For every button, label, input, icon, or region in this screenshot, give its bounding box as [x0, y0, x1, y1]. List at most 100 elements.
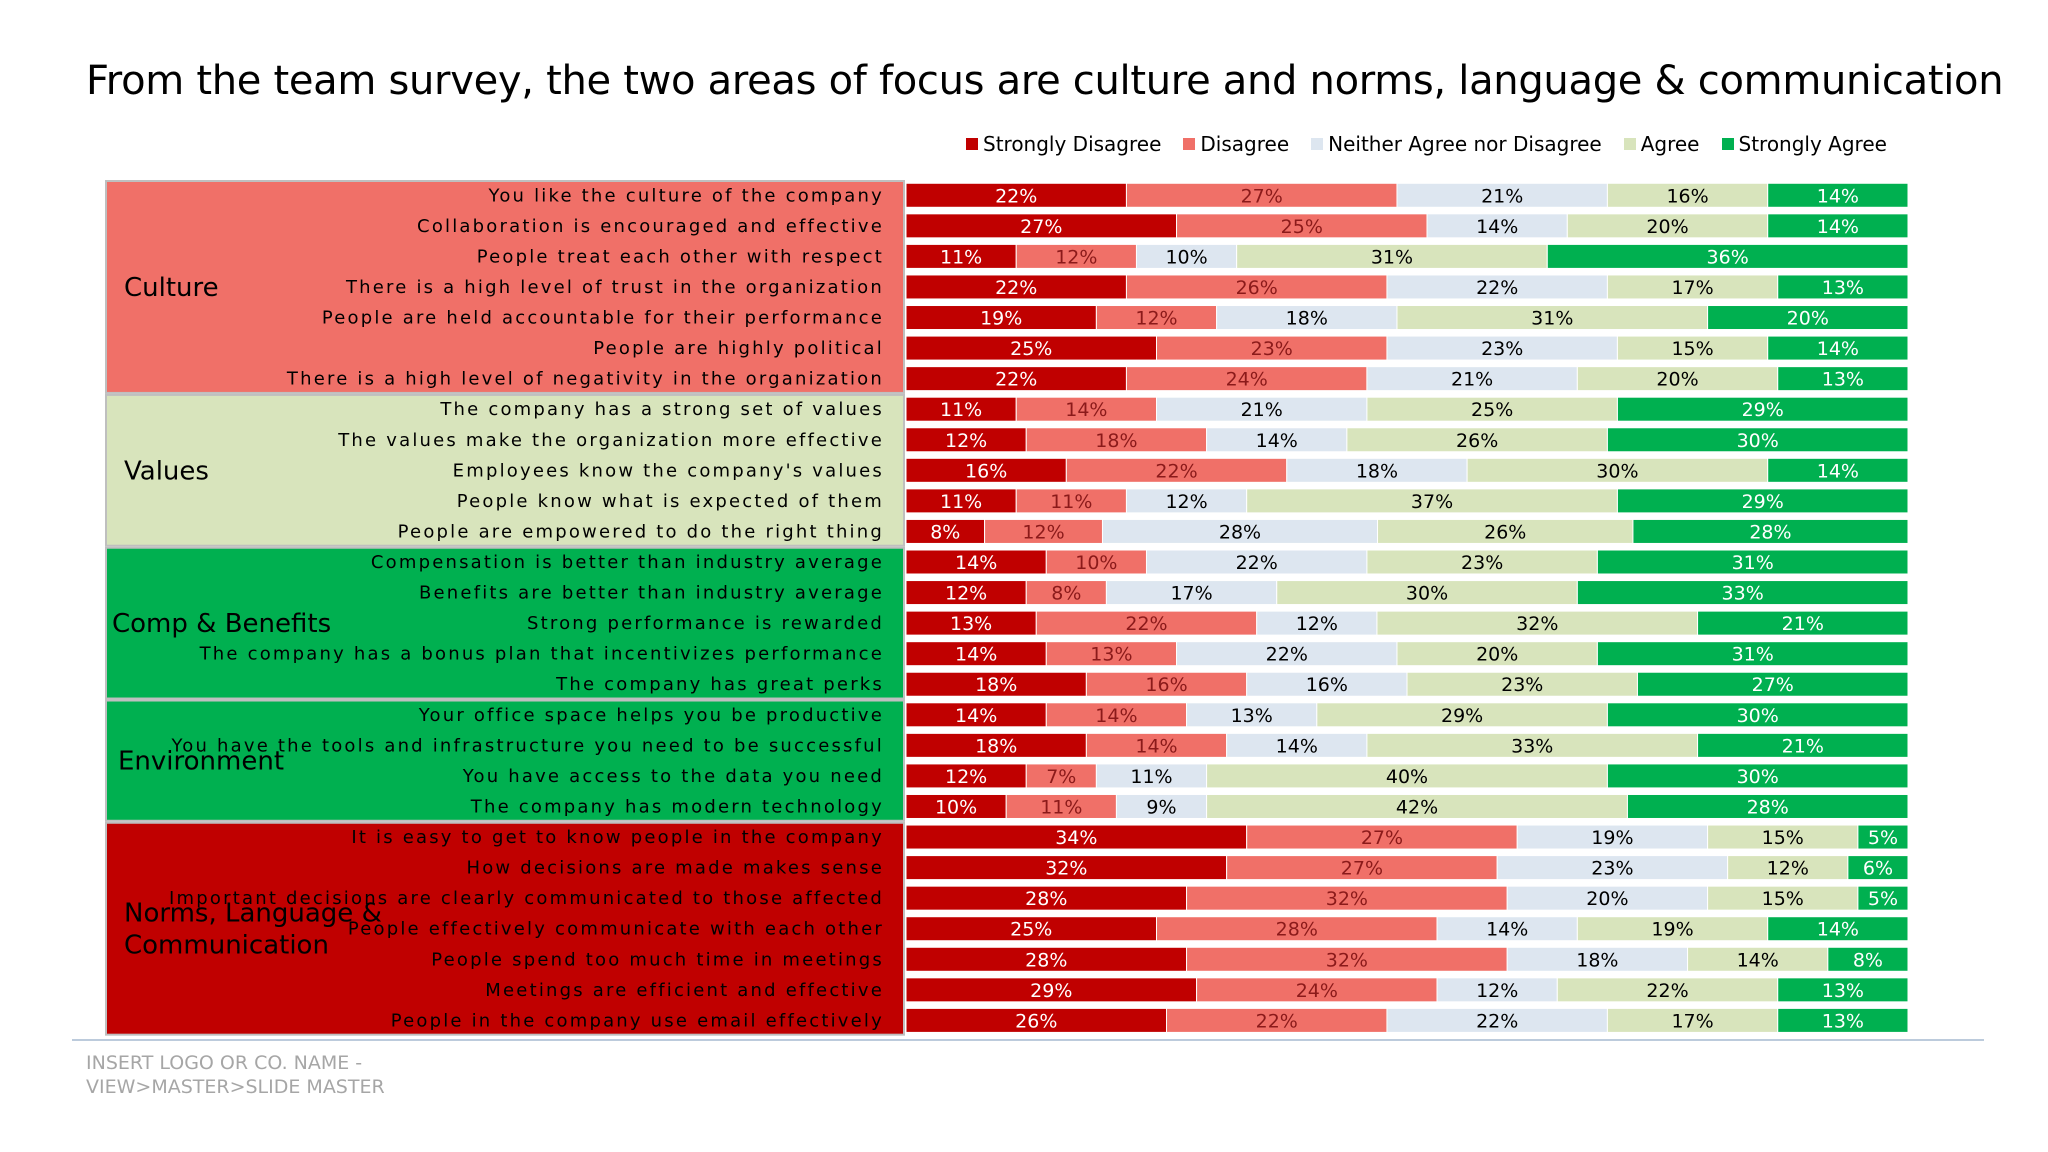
bar-segment: [1125, 182, 1398, 208]
bar-segment: [1626, 793, 1909, 819]
bar-segment: [905, 1007, 1168, 1033]
data-label: 12%: [1135, 308, 1177, 330]
bar-segment: [1186, 885, 1508, 911]
data-label: 16%: [1666, 185, 1708, 207]
legend-item: Strongly Disagree: [966, 132, 1161, 156]
bar-segment: [905, 366, 1127, 392]
data-label: 32%: [1045, 858, 1087, 880]
data-label: 29%: [1030, 980, 1072, 1002]
bar-segment: [1556, 977, 1779, 1003]
data-label: 40%: [1386, 766, 1428, 788]
data-label: 14%: [1737, 949, 1779, 971]
data-label: 13%: [950, 613, 992, 635]
bar-segment: [1777, 977, 1909, 1003]
data-label: 18%: [1286, 308, 1328, 330]
footer-line-1: INSERT LOGO OR CO. NAME -: [86, 1052, 363, 1074]
group-name: Culture: [124, 273, 219, 303]
group-name: Communication: [124, 931, 329, 961]
data-label: 18%: [975, 735, 1017, 757]
bar-segment: [905, 732, 1087, 758]
bar-segment: [1025, 427, 1208, 453]
data-label: 14%: [1817, 185, 1859, 207]
bar-segment: [1005, 793, 1117, 819]
data-label: 36%: [1707, 246, 1749, 268]
data-label: 22%: [1155, 460, 1197, 482]
bar-segment: [1125, 274, 1388, 300]
bar-segment: [1246, 671, 1408, 697]
bar-segment: [1045, 641, 1178, 667]
item-label: Benefits are better than industry averag…: [419, 583, 884, 604]
data-label: 12%: [945, 766, 987, 788]
data-label: 11%: [940, 246, 982, 268]
data-label: 20%: [1646, 216, 1688, 238]
bar-segment: [905, 885, 1188, 911]
legend-swatch: [966, 138, 978, 150]
data-label: 25%: [1471, 399, 1513, 421]
data-label: 10%: [935, 796, 977, 818]
group-name: Norms, Language &: [124, 899, 382, 929]
data-label: 12%: [1165, 491, 1207, 513]
item-label: People are empowered to do the right thi…: [398, 521, 884, 542]
bar-segment: [1216, 305, 1398, 331]
data-label: 16%: [1145, 674, 1187, 696]
data-label: 11%: [1040, 796, 1082, 818]
data-label: 28%: [1025, 949, 1067, 971]
bar-segment: [1015, 396, 1157, 422]
data-label: 14%: [955, 705, 997, 727]
item-label: The company has great perks: [555, 674, 884, 695]
bar-segment: [1496, 855, 1729, 881]
bar-segment: [1045, 549, 1147, 575]
data-label: 33%: [1511, 735, 1553, 757]
chart-legend: Strongly Disagree Disagree Neither Agree n…: [966, 132, 1909, 156]
data-label: 5%: [1868, 888, 1898, 910]
legend-swatch: [1311, 138, 1324, 150]
bar-segment: [1176, 641, 1398, 667]
bar-segment: [905, 946, 1188, 972]
item-label: People spend too much time in meetings: [431, 949, 884, 970]
item-label: People are held accountable for their pe…: [322, 308, 884, 329]
legend-item: Neither Agree nor Disagree: [1311, 132, 1602, 156]
bar-segment: [1396, 182, 1608, 208]
data-label: 32%: [1516, 613, 1558, 635]
data-label: 20%: [1656, 369, 1698, 391]
bar-segment: [905, 671, 1087, 697]
data-label: 22%: [1266, 644, 1308, 666]
data-label: 14%: [1817, 919, 1859, 941]
bar-segment: [1687, 946, 1829, 972]
data-label: 29%: [1441, 705, 1483, 727]
bar-segment: [1596, 549, 1909, 575]
data-label: 27%: [1361, 827, 1403, 849]
item-label: The company has a strong set of values: [439, 399, 884, 420]
data-label: 13%: [1822, 1010, 1864, 1032]
group-panel: [105, 699, 905, 822]
data-label: 17%: [1170, 583, 1212, 605]
bar-segment: [1616, 335, 1769, 361]
data-label: 26%: [1236, 277, 1278, 299]
footer-divider: [72, 1039, 1984, 1041]
legend-label: Disagree: [1200, 132, 1290, 156]
data-label: 25%: [1281, 216, 1323, 238]
bar-segment: [1376, 610, 1699, 636]
item-label: People are highly political: [593, 338, 884, 359]
data-label: 23%: [1501, 674, 1543, 696]
data-label: 14%: [1476, 216, 1518, 238]
legend-item: Agree: [1623, 132, 1700, 156]
data-label: 17%: [1671, 277, 1713, 299]
item-label: How decisions are made makes sense: [466, 858, 884, 879]
data-label: 32%: [1326, 888, 1368, 910]
data-label: 37%: [1411, 491, 1453, 513]
bar-segment: [1166, 1007, 1388, 1033]
data-label: 21%: [1782, 613, 1824, 635]
bar-segment: [1156, 916, 1438, 942]
bar-segment: [1767, 182, 1909, 208]
bar-segment: [1125, 366, 1368, 392]
legend-label: Strongly Agree: [1738, 132, 1887, 156]
item-label: The company has modern technology: [470, 796, 884, 817]
bar-segment: [1015, 243, 1137, 269]
bar-segment: [1406, 671, 1638, 697]
bar-segment: [1576, 916, 1769, 942]
data-label: 22%: [995, 369, 1037, 391]
item-label: Important decisions are clearly communic…: [169, 888, 884, 909]
bar-segment: [1025, 580, 1107, 606]
